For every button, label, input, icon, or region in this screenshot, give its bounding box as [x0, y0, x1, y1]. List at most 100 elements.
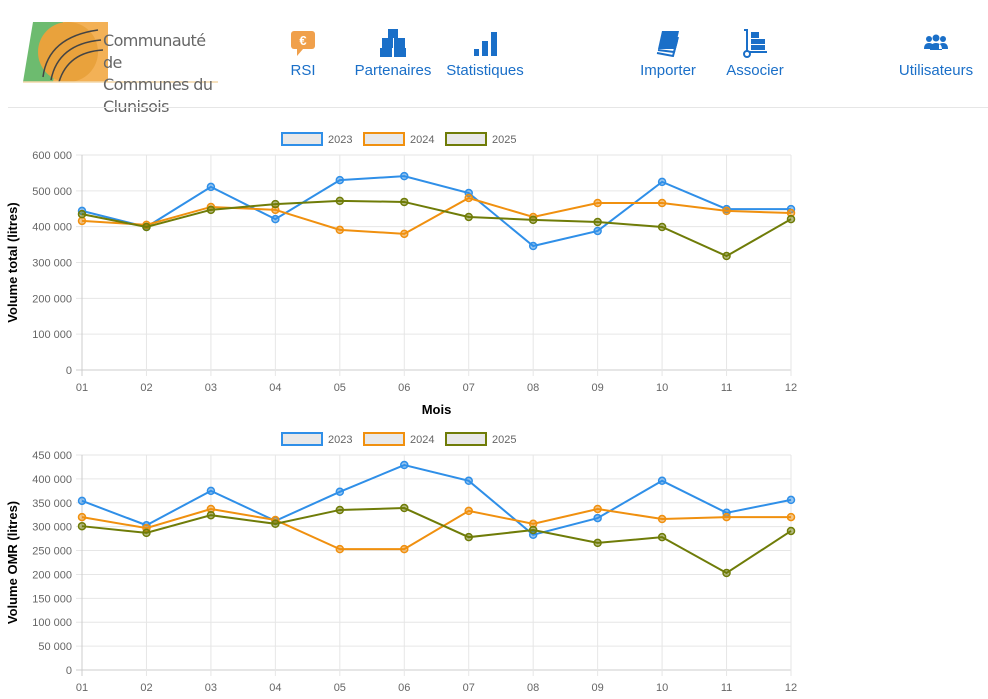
data-point	[657, 177, 667, 187]
legend-swatch-2023	[281, 432, 323, 446]
chart-2: 0 50 000 100 000 150 000 200 000 250 000 300 0…	[5, 432, 797, 694]
data-point	[206, 182, 216, 192]
x-tick-label: 02	[140, 382, 152, 394]
y-tick-label: 450 000	[32, 450, 72, 462]
data-point	[593, 217, 602, 227]
data-point	[657, 198, 667, 208]
x-tick-label: 03	[205, 682, 217, 694]
legend-label: 2024	[410, 434, 434, 446]
bar-chart-icon	[442, 28, 528, 58]
x-tick-label: 09	[592, 682, 604, 694]
y-tick-label: 100 000	[32, 329, 72, 341]
data-point	[206, 510, 216, 520]
book-icon	[634, 28, 702, 58]
legend-label: 2025	[492, 434, 516, 446]
series-line-2023	[81, 175, 791, 248]
data-point	[464, 193, 473, 203]
x-tick-label: 08	[527, 382, 539, 394]
data-point	[657, 514, 667, 524]
data-point	[335, 487, 345, 497]
x-tick-label: 05	[334, 382, 346, 394]
x-tick-label: 06	[398, 682, 410, 694]
data-point	[335, 544, 345, 554]
users-icon	[893, 28, 979, 58]
data-point	[786, 526, 796, 536]
x-tick-label: 05	[334, 682, 346, 694]
x-tick-label: 04	[269, 382, 281, 394]
x-tick-label: 03	[205, 382, 217, 394]
y-axis-label: Volume OMR (litres)	[5, 501, 20, 624]
nav-importer[interactable]: Importer	[634, 28, 702, 79]
nav-label: Associer	[726, 62, 784, 79]
x-tick-label: 07	[463, 382, 475, 394]
nav-utilisateurs[interactable]: Utilisateurs	[893, 28, 979, 79]
data-point	[335, 225, 345, 235]
legend-swatch-2024	[363, 132, 405, 146]
y-tick-label: 600 000	[32, 150, 72, 162]
nav-label: Partenaires	[354, 62, 432, 79]
x-tick-label: 10	[656, 682, 668, 694]
data-point	[464, 532, 473, 542]
x-tick-label: 09	[592, 382, 604, 394]
x-axis-label: Mois	[422, 402, 452, 417]
x-tick-label: 11	[721, 682, 732, 694]
y-tick-label: 200 000	[32, 293, 72, 305]
data-point	[77, 209, 87, 219]
logo-line2: Communes du Clunisois	[103, 75, 213, 116]
nav-partenaires[interactable]: Partenaires	[350, 28, 436, 79]
y-tick-label: 150 000	[32, 593, 72, 605]
data-point	[657, 532, 667, 542]
x-tick-label: 01	[76, 382, 88, 394]
dolly-icon	[722, 28, 788, 58]
header: Communauté de Communes du Clunisois € RSI…	[0, 0, 988, 116]
nav-label: Importer	[640, 62, 696, 79]
logo-line1: Communauté de	[103, 31, 206, 72]
data-point	[77, 496, 87, 506]
data-point	[528, 215, 538, 225]
data-point	[722, 512, 731, 522]
nav-rsi[interactable]: € RSI	[282, 28, 324, 79]
y-tick-label: 400 000	[32, 222, 72, 234]
data-point	[77, 521, 87, 531]
legend-label: 2024	[410, 134, 434, 146]
legend-label: 2025	[492, 134, 516, 146]
y-tick-label: 250 000	[32, 546, 72, 558]
data-point	[593, 226, 602, 236]
data-point	[528, 525, 538, 535]
x-tick-label: 12	[785, 382, 797, 394]
data-point	[593, 198, 602, 208]
logo[interactable]: Communauté de Communes du Clunisois	[23, 22, 218, 116]
nav-associer[interactable]: Associer	[722, 28, 788, 79]
data-point	[722, 206, 731, 216]
y-tick-label: 200 000	[32, 569, 72, 581]
x-tick-label: 12	[785, 682, 797, 694]
data-point	[464, 476, 473, 486]
nav-label: Utilisateurs	[898, 62, 974, 79]
series-line-2025	[81, 199, 792, 258]
nav-label: RSI	[290, 62, 316, 79]
y-tick-label: 350 000	[32, 498, 72, 510]
data-point	[335, 505, 345, 515]
x-tick-label: 04	[269, 682, 281, 694]
legend-swatch-2025	[445, 132, 487, 146]
y-tick-label: 300 000	[32, 258, 72, 270]
nav-label: Statistiques	[446, 62, 524, 79]
y-tick-label: 0	[66, 365, 72, 377]
nav-statistiques[interactable]: Statistiques	[442, 28, 528, 79]
y-tick-label: 100 000	[32, 617, 72, 629]
boxes-icon	[350, 28, 436, 58]
y-tick-label: 50 000	[38, 641, 72, 653]
data-point	[722, 251, 731, 261]
y-tick-label: 300 000	[32, 522, 72, 534]
data-point	[206, 205, 216, 215]
data-point	[528, 241, 538, 251]
data-point	[400, 197, 409, 207]
x-tick-label: 10	[656, 382, 668, 394]
x-tick-label: 02	[140, 682, 152, 694]
data-point	[464, 506, 473, 516]
data-point	[77, 512, 87, 522]
data-point	[335, 196, 345, 206]
data-point	[722, 568, 731, 578]
data-point	[400, 229, 409, 239]
